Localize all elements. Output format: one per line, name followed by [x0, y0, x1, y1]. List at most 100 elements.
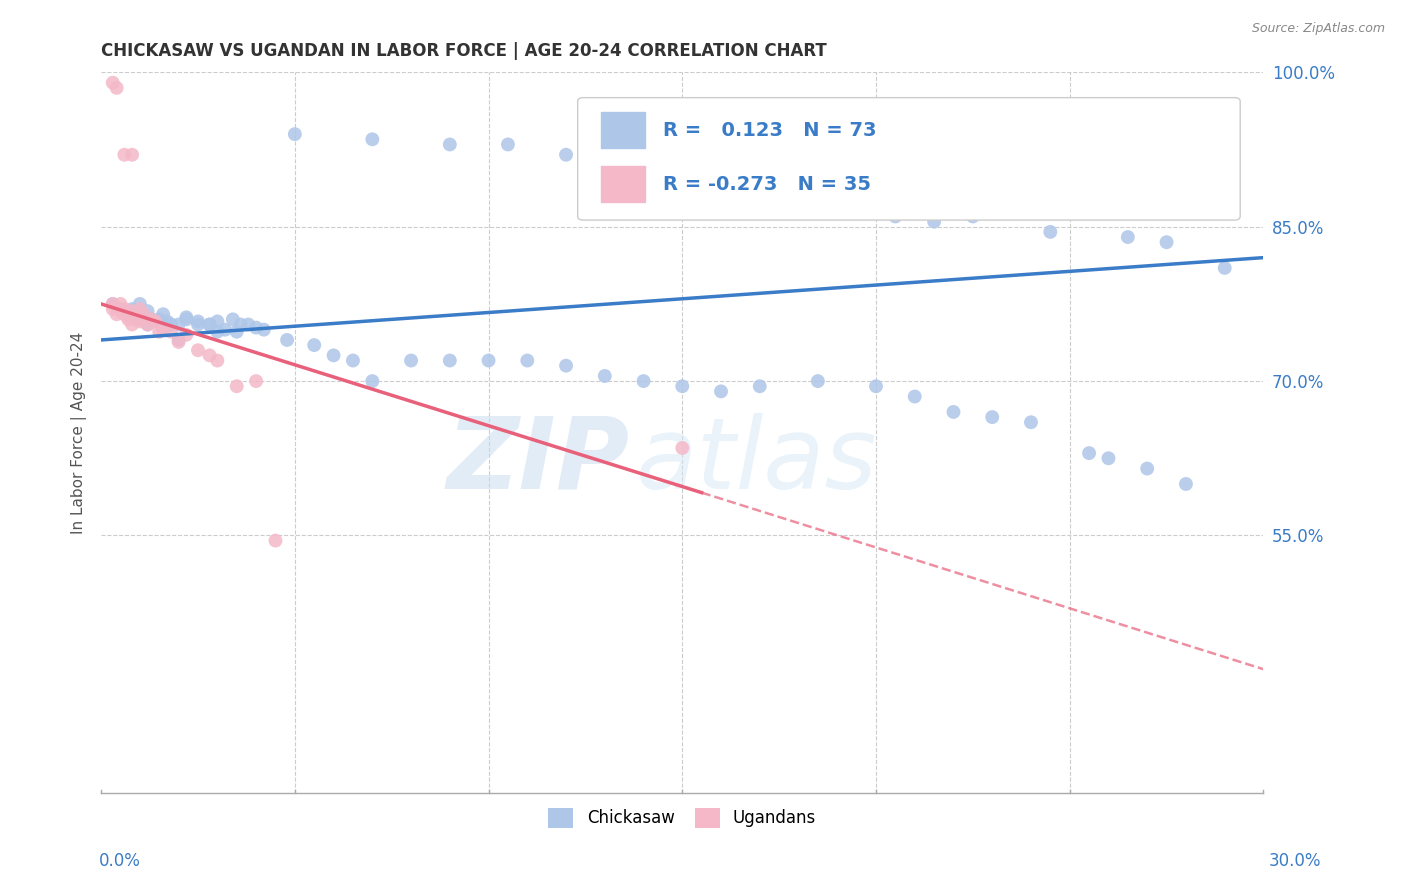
Point — [962, 210, 984, 224]
Point — [633, 374, 655, 388]
Point — [136, 318, 159, 332]
Point — [214, 323, 236, 337]
Point — [101, 297, 124, 311]
Point — [121, 318, 143, 332]
Point — [276, 333, 298, 347]
Point — [1156, 235, 1178, 250]
Point — [136, 304, 159, 318]
Point — [555, 359, 578, 373]
Point — [110, 297, 132, 311]
Point — [207, 353, 229, 368]
Point — [112, 147, 135, 161]
Point — [439, 353, 461, 368]
Point — [112, 301, 135, 316]
Point — [342, 353, 364, 368]
Point — [593, 368, 616, 383]
Point — [198, 348, 221, 362]
Point — [160, 318, 183, 332]
Point — [110, 304, 132, 318]
Point — [176, 312, 198, 326]
Point — [710, 189, 733, 203]
Point — [981, 410, 1004, 425]
Text: CHICKASAW VS UGANDAN IN LABOR FORCE | AGE 20-24 CORRELATION CHART: CHICKASAW VS UGANDAN IN LABOR FORCE | AG… — [101, 42, 827, 60]
Point — [229, 318, 252, 332]
Point — [117, 310, 139, 324]
Point — [671, 379, 693, 393]
Point — [101, 76, 124, 90]
Point — [807, 374, 830, 388]
Point — [245, 374, 267, 388]
Point — [1097, 451, 1119, 466]
Point — [148, 312, 170, 326]
Point — [884, 210, 907, 224]
Point — [167, 334, 190, 349]
Point — [710, 384, 733, 399]
Point — [225, 325, 247, 339]
Point — [322, 348, 344, 362]
Point — [167, 333, 190, 347]
Point — [121, 304, 143, 318]
Point — [264, 533, 287, 548]
Point — [187, 318, 209, 332]
Point — [238, 318, 260, 332]
Point — [152, 307, 174, 321]
Point — [198, 318, 221, 332]
Point — [132, 307, 155, 321]
Point — [128, 312, 150, 326]
Point — [148, 325, 170, 339]
Point — [176, 310, 198, 325]
Point — [128, 314, 150, 328]
Point — [117, 307, 139, 321]
Point — [101, 301, 124, 316]
Point — [160, 318, 183, 332]
Point — [922, 214, 945, 228]
Point — [152, 323, 174, 337]
Bar — [600, 112, 645, 148]
Point — [904, 390, 927, 404]
Point — [110, 301, 132, 316]
Text: atlas: atlas — [636, 413, 877, 510]
Point — [613, 143, 636, 157]
Point — [1039, 225, 1062, 239]
Point — [187, 314, 209, 328]
Text: ZIP: ZIP — [447, 413, 630, 510]
Text: R = -0.273   N = 35: R = -0.273 N = 35 — [662, 175, 870, 194]
Point — [112, 307, 135, 321]
Point — [160, 325, 183, 339]
Point — [1136, 461, 1159, 475]
Point — [121, 147, 143, 161]
Bar — [600, 166, 645, 202]
Point — [496, 137, 519, 152]
Point — [768, 194, 790, 208]
Text: 0.0%: 0.0% — [98, 852, 141, 870]
Point — [942, 405, 965, 419]
Point — [117, 312, 139, 326]
Point — [865, 379, 887, 393]
Point — [125, 312, 148, 326]
Point — [156, 314, 179, 328]
Point — [225, 379, 247, 393]
Point — [207, 314, 229, 328]
Point — [167, 318, 190, 332]
Point — [302, 338, 325, 352]
Point — [101, 297, 124, 311]
Point — [825, 199, 848, 213]
Point — [145, 314, 167, 328]
Y-axis label: In Labor Force | Age 20-24: In Labor Force | Age 20-24 — [72, 332, 87, 533]
Point — [176, 327, 198, 342]
FancyBboxPatch shape — [578, 97, 1240, 220]
Point — [245, 320, 267, 334]
Point — [141, 312, 163, 326]
Point — [439, 137, 461, 152]
Point — [105, 307, 128, 321]
Point — [141, 312, 163, 326]
Text: Source: ZipAtlas.com: Source: ZipAtlas.com — [1251, 22, 1385, 36]
Point — [187, 343, 209, 358]
Point — [1174, 477, 1197, 491]
Point — [1078, 446, 1101, 460]
Point — [399, 353, 422, 368]
Point — [128, 301, 150, 316]
Point — [671, 441, 693, 455]
Point — [198, 318, 221, 332]
Point — [284, 127, 307, 141]
